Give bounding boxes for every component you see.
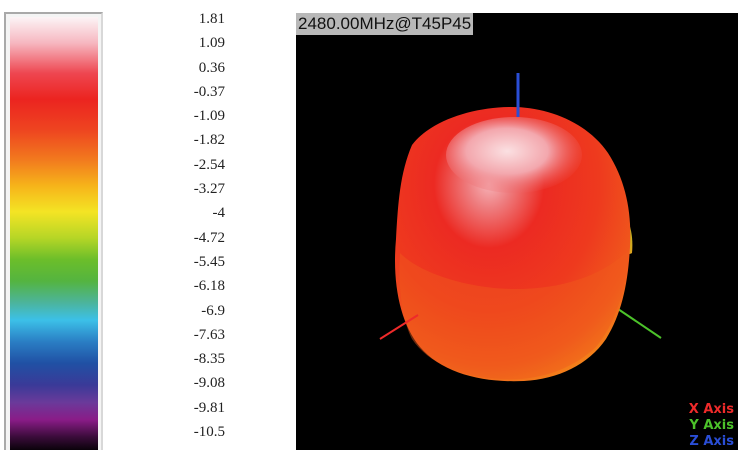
- scale-label: -6.18: [193, 278, 225, 295]
- pattern-lobe: [395, 107, 631, 382]
- scale-label: -4: [212, 205, 226, 222]
- pattern-shading: [399, 251, 628, 380]
- scale-label: -1.09: [193, 108, 225, 125]
- color-scale-labels: 1.81 1.09 0.36 -0.37 -1.09 -1.82 -2.54 -…: [130, 11, 225, 448]
- scale-label: -9.81: [193, 399, 225, 416]
- scale-label: 1.81: [198, 11, 225, 27]
- axis-legend: X Axis Y Axis Z Axis: [689, 402, 734, 450]
- y-axis-legend: Y Axis: [689, 418, 734, 433]
- scale-label: -0.37: [193, 83, 225, 100]
- scale-label: -5.45: [193, 253, 225, 270]
- scale-label: -2.54: [193, 156, 225, 173]
- scale-label: -10.5: [193, 424, 225, 441]
- scale-label: 0.36: [198, 59, 225, 76]
- y-axis-line: [617, 308, 662, 339]
- scale-label: -3.27: [193, 181, 225, 198]
- scale-label: -7.63: [193, 326, 225, 343]
- scale-label: -9.08: [193, 375, 225, 392]
- scale-label: -1.82: [193, 132, 225, 149]
- color-scale-bar: [4, 12, 103, 450]
- pattern-render: [379, 73, 662, 382]
- scale-label: -6.9: [201, 302, 225, 319]
- x-axis-line: [379, 314, 419, 340]
- plot-title: 2480.00MHz@T45P45: [296, 13, 474, 35]
- radiation-pattern-3d-view[interactable]: X Axis Y Axis Z Axis: [296, 13, 738, 450]
- scale-label: -4.72: [193, 229, 225, 246]
- z-axis-legend: Z Axis: [689, 434, 734, 449]
- x-axis-legend: X Axis: [688, 402, 734, 417]
- scale-label: -8.35: [193, 351, 225, 368]
- pattern-highlight: [446, 117, 582, 193]
- scale-label: 1.09: [198, 35, 225, 52]
- color-scale-gradient: [10, 17, 98, 450]
